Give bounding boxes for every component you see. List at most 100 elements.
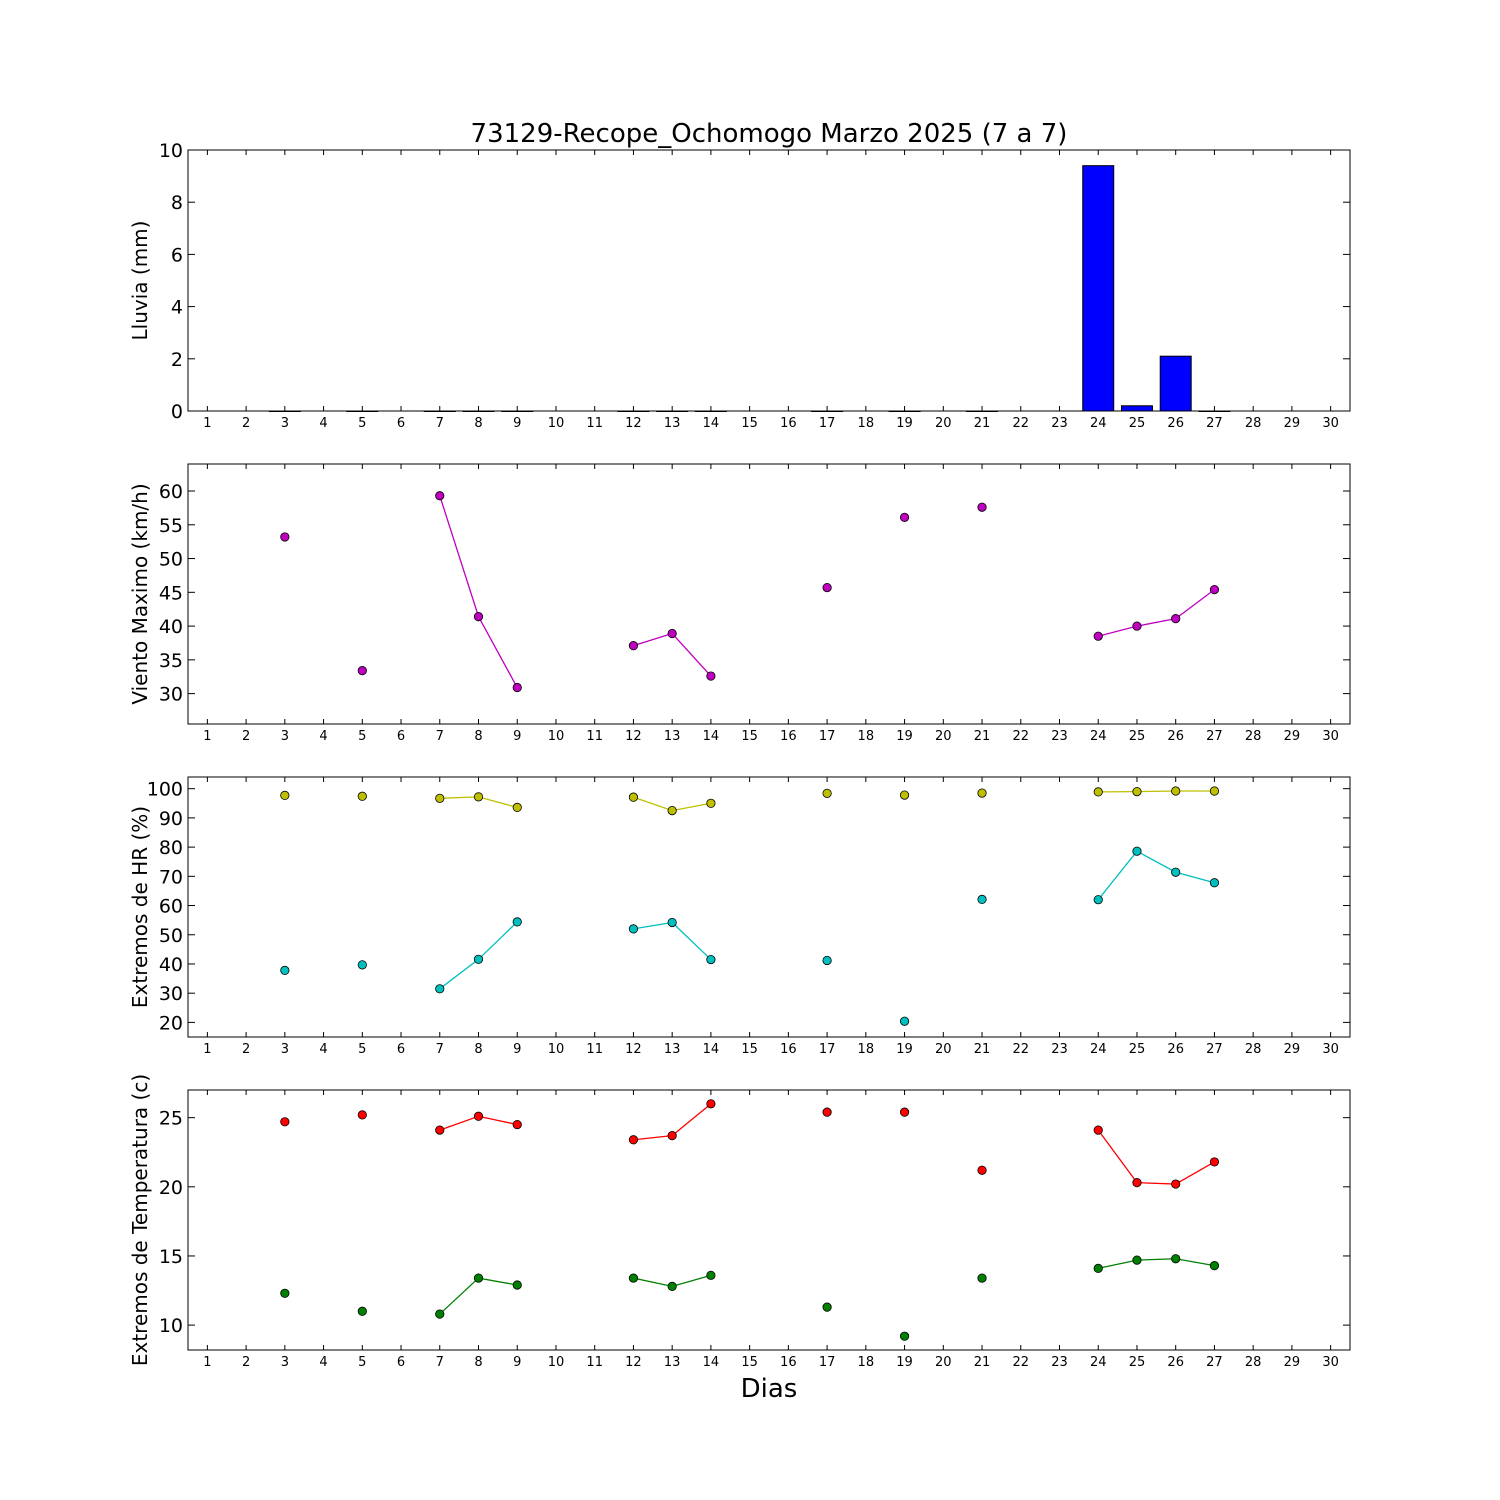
hr-max-point — [1209, 786, 1220, 796]
x-tick-label: 19 — [896, 1355, 913, 1370]
x-tick-label: 20 — [935, 416, 952, 431]
wind-point — [280, 532, 290, 542]
hr-max-point — [435, 793, 445, 803]
hr-max-point — [280, 790, 290, 801]
wind-point — [628, 641, 639, 651]
y-tick-label: 10 — [159, 1315, 183, 1337]
hr-min-point — [822, 955, 832, 966]
wind-point — [899, 512, 910, 522]
x-tick-label: 12 — [625, 416, 642, 431]
x-tick-label: 21 — [974, 1042, 991, 1057]
x-tick-label: 10 — [548, 729, 565, 744]
x-tick-label: 1 — [203, 729, 211, 744]
x-tick-label: 21 — [974, 1355, 991, 1370]
y-axis-label: Lluvia (mm) — [128, 221, 152, 341]
y-tick-label: 50 — [159, 925, 183, 947]
x-tick-label: 4 — [319, 1355, 327, 1370]
hr-min-line — [1097, 850, 1215, 901]
wind-point — [1209, 585, 1220, 595]
x-tick-label: 16 — [780, 416, 797, 431]
temp-min-point — [435, 1309, 445, 1319]
x-tick-label: 23 — [1051, 729, 1068, 744]
x-tick-label: 13 — [664, 1042, 681, 1057]
x-tick-label: 19 — [896, 416, 913, 431]
temp-max-point — [1132, 1178, 1142, 1188]
x-tick-label: 6 — [397, 1355, 405, 1370]
chart-title: 73129-Recope_Ochomogo Marzo 2025 (7 a 7) — [471, 119, 1068, 149]
hr-min-point — [1093, 895, 1103, 905]
x-tick-label: 15 — [741, 1042, 758, 1057]
x-tick-label: 30 — [1322, 416, 1339, 431]
x-tick-label: 11 — [586, 1355, 603, 1370]
temp-max-point — [1093, 1125, 1103, 1135]
x-tick-label: 4 — [319, 729, 327, 744]
wind-point — [706, 671, 716, 681]
temp-max-point — [473, 1111, 484, 1121]
y-tick-label: 55 — [159, 515, 183, 537]
x-tick-label: 5 — [358, 729, 366, 744]
y-tick-label: 50 — [159, 549, 183, 571]
temp-max-point — [822, 1107, 832, 1117]
x-tick-label: 19 — [896, 729, 913, 744]
x-tick-label: 28 — [1245, 729, 1262, 744]
x-tick-label: 28 — [1245, 416, 1262, 431]
y-tick-label: 25 — [159, 1108, 183, 1130]
hr-min-point — [435, 984, 445, 994]
x-tick-label: 14 — [703, 1042, 720, 1057]
rain-bar — [462, 410, 495, 412]
hr-min-point — [1209, 878, 1220, 888]
hr-min-point — [1171, 867, 1181, 877]
x-tick-label: 12 — [625, 1042, 642, 1057]
y-tick-label: 10 — [159, 140, 183, 162]
x-tick-label: 22 — [1012, 1355, 1029, 1370]
hr-max-point — [977, 788, 987, 798]
x-tick-label: 16 — [780, 1355, 797, 1370]
rain-bar — [617, 410, 650, 412]
temp-min-point — [357, 1306, 367, 1316]
hr-max-point — [357, 791, 367, 801]
temp-min-point — [667, 1281, 677, 1291]
x-tick-label: 25 — [1129, 729, 1146, 744]
x-tick-label: 29 — [1284, 416, 1301, 431]
temp-max-point — [667, 1131, 677, 1141]
temp-max-point — [280, 1117, 290, 1127]
y-tick-label: 30 — [159, 684, 183, 706]
x-tick-label: 10 — [548, 1355, 565, 1370]
x-tick-label: 26 — [1167, 1355, 1184, 1370]
x-tick-label: 2 — [242, 416, 250, 431]
wind-point — [1132, 621, 1142, 631]
hr-max-point — [628, 792, 639, 802]
y-tick-label: 35 — [159, 650, 183, 672]
x-tick-label: 2 — [242, 1042, 250, 1057]
temp-max-point — [1171, 1179, 1181, 1189]
temp-max-point — [1209, 1157, 1220, 1167]
rain-bar — [346, 410, 379, 412]
x-tick-label: 8 — [474, 729, 482, 744]
hr-min-point — [473, 954, 484, 964]
hr-max-point — [1132, 787, 1142, 797]
x-tick-label: 18 — [858, 729, 875, 744]
hr-max-point — [899, 790, 910, 800]
y-tick-label: 6 — [171, 244, 183, 266]
y-axis-label: Viento Maximo (km/h) — [128, 483, 152, 704]
x-tick-label: 22 — [1012, 416, 1029, 431]
x-tick-label: 15 — [741, 729, 758, 744]
temp-min-point — [1132, 1255, 1142, 1265]
x-tick-label: 25 — [1129, 1355, 1146, 1370]
y-tick-label: 30 — [159, 983, 183, 1005]
x-tick-label: 13 — [664, 416, 681, 431]
x-tick-label: 26 — [1167, 1042, 1184, 1057]
rain-bar — [694, 410, 727, 412]
hr-min-point — [977, 894, 987, 905]
wind-point — [473, 612, 484, 622]
rain-bar — [811, 410, 844, 412]
x-tick-label: 29 — [1284, 729, 1301, 744]
y-tick-label: 20 — [159, 1177, 183, 1199]
x-tick-label: 21 — [974, 416, 991, 431]
rain-bar — [888, 410, 921, 412]
y-tick-label: 60 — [159, 896, 183, 918]
x-tick-label: 3 — [281, 1042, 289, 1057]
x-tick-label: 16 — [780, 1042, 797, 1057]
y-tick-label: 60 — [159, 481, 183, 503]
x-tick-label: 12 — [625, 729, 642, 744]
